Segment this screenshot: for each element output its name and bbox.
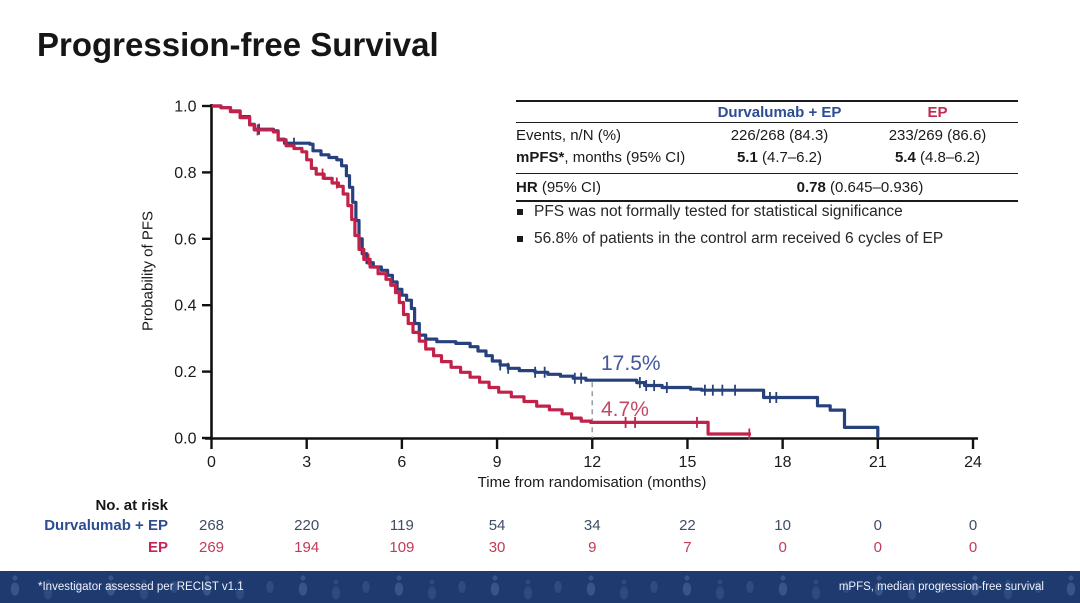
risk-table-title: No. at risk xyxy=(95,497,168,514)
footnote-recist: *Investigator assessed per RECIST v1.1 xyxy=(38,581,244,593)
risk-value-ep-m6: 109 xyxy=(389,539,415,556)
risk-value-durvalumab-ep-m12: 34 xyxy=(583,517,601,534)
risk-value-ep-m9: 30 xyxy=(488,539,506,556)
hr-label: HR (95% CI) xyxy=(516,179,702,196)
x-tick-label: 12 xyxy=(583,454,601,471)
risk-value-ep-m12: 9 xyxy=(588,539,597,556)
durva-landmark-label: 17.5% xyxy=(601,352,661,375)
mpfs-ep-value: 5.4 (4.8–6.2) xyxy=(857,149,1018,166)
x-tick-label: 24 xyxy=(964,454,982,471)
hr-label-bold: HR xyxy=(516,178,538,196)
risk-value-ep-m18: 0 xyxy=(778,539,787,556)
risk-value-durvalumab-ep-m18: 10 xyxy=(774,517,791,534)
x-tick-label: 21 xyxy=(869,454,887,471)
mpfs-durva-value: 5.1 (4.7–6.2) xyxy=(702,149,857,166)
bullet-text-1: PFS was not formally tested for statisti… xyxy=(534,203,903,220)
key-points-list: PFS was not formally tested for statisti… xyxy=(517,203,943,257)
events-ep-value: 233/269 (86.6) xyxy=(888,127,987,144)
ep-landmark-label: 4.7% xyxy=(601,398,649,421)
mpfs-durva-median: 5.1 xyxy=(736,149,758,166)
hr-value-ci: (0.645–0.936) xyxy=(825,178,924,196)
risk-value-durvalumab-ep-m3: 220 xyxy=(294,517,320,534)
risk-value-ep-m3: 194 xyxy=(294,539,320,556)
stats-row-hr: HR (95% CI) 0.78 (0.645–0.936) xyxy=(516,173,1018,200)
risk-value-ep-m15: 7 xyxy=(683,539,692,556)
x-axis-title: Time from randomisation (months) xyxy=(477,474,707,491)
y-tick-label: 0.8 xyxy=(174,165,196,182)
mpfs-ep-median: 5.4 xyxy=(894,149,916,166)
bullet-text-2: 56.8% of patients in the control arm rec… xyxy=(534,230,944,247)
hr-label-rest: (95% CI) xyxy=(537,178,602,196)
bullet-marker-icon xyxy=(517,209,523,215)
hr-value: 0.78 (0.645–0.936) xyxy=(702,179,1018,196)
risk-value-durvalumab-ep-m24: 0 xyxy=(968,517,978,534)
stats-header-durva: Durvalumab + EP xyxy=(717,103,842,121)
x-tick-label: 3 xyxy=(302,454,311,471)
risk-value-durvalumab-ep-m9: 54 xyxy=(488,517,506,534)
risk-label-ep: EP xyxy=(147,539,168,556)
mpfs-label: mPFS*, months (95% CI) xyxy=(516,149,702,166)
risk-value-ep-m24: 0 xyxy=(968,539,978,556)
mpfs-label-rest: , months (95% CI) xyxy=(564,149,686,166)
risk-value-ep-m21: 0 xyxy=(873,539,882,556)
risk-value-durvalumab-ep-m21: 0 xyxy=(873,517,882,534)
mpfs-durva-ci: (4.7–6.2) xyxy=(757,149,823,166)
stats-table: Durvalumab + EP EP Events, n/N (%) 226/2… xyxy=(516,100,1018,202)
mpfs-label-bold: mPFS* xyxy=(516,149,565,166)
y-tick-label: 0.4 xyxy=(174,298,196,315)
footer-banner: *Investigator assessed per RECIST v1.1 m… xyxy=(0,571,1080,603)
risk-value-ep-m0: 269 xyxy=(198,539,225,556)
risk-label-durva: Durvalumab + EP xyxy=(44,517,168,534)
x-tick-label: 18 xyxy=(774,454,792,471)
page-title: Progression-free Survival xyxy=(37,26,439,63)
y-axis-title: Probability of PFS xyxy=(139,210,157,332)
stats-header-ep: EP xyxy=(927,103,948,121)
y-tick-label: 1.0 xyxy=(174,99,196,116)
hr-value-bold: 0.78 xyxy=(796,178,826,196)
bullet-item-2: 56.8% of patients in the control arm rec… xyxy=(517,230,943,248)
footnote-mpfs: mPFS, median progression-free survival xyxy=(838,581,1044,593)
y-tick-label: 0.0 xyxy=(174,431,196,448)
x-tick-label: 6 xyxy=(397,454,406,471)
x-tick-label: 9 xyxy=(493,454,502,471)
x-tick-label: 15 xyxy=(679,454,697,471)
risk-value-durvalumab-ep-m0: 268 xyxy=(198,517,225,534)
y-tick-label: 0.2 xyxy=(174,364,196,381)
bullet-marker-icon xyxy=(517,236,523,242)
bullet-item-1: PFS was not formally tested for statisti… xyxy=(517,203,943,221)
events-label: Events, n/N (%) xyxy=(516,127,622,144)
x-tick-label: 0 xyxy=(207,454,216,471)
risk-value-durvalumab-ep-m6: 119 xyxy=(389,517,414,534)
km-curve-ep xyxy=(211,104,751,436)
risk-value-durvalumab-ep-m15: 22 xyxy=(679,517,696,534)
y-tick-label: 0.6 xyxy=(174,231,196,248)
mpfs-ep-ci: (4.8–6.2) xyxy=(915,149,981,166)
stats-row-events: Events, n/N (%) 226/268 (84.3) 233/269 (… xyxy=(516,123,1018,146)
km-curve-durvalumab-ep xyxy=(211,104,880,438)
stats-row-mpfs: mPFS*, months (95% CI) 5.1 (4.7–6.2) 5.4… xyxy=(516,146,1018,173)
events-durva-value: 226/268 (84.3) xyxy=(730,127,829,144)
stats-table-header-row: Durvalumab + EP EP xyxy=(516,102,1018,123)
